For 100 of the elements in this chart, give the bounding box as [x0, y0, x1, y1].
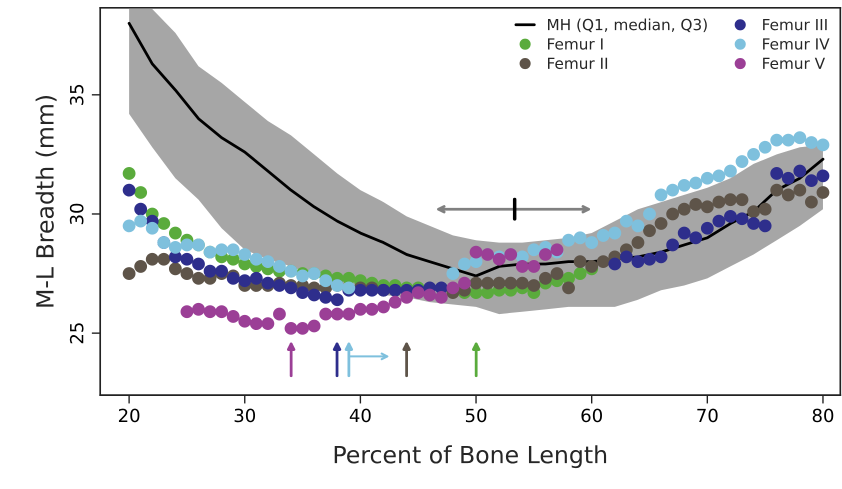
- point: [226, 272, 240, 285]
- point: [146, 222, 159, 235]
- point: [747, 217, 760, 230]
- point: [608, 226, 622, 240]
- point: [736, 212, 748, 226]
- point: [308, 320, 321, 332]
- point: [689, 176, 702, 190]
- point: [204, 264, 216, 278]
- y-tick-label: 30: [70, 204, 84, 224]
- point: [330, 293, 344, 306]
- point: [678, 226, 691, 240]
- point: [470, 246, 482, 259]
- point: [620, 250, 633, 264]
- point: [562, 281, 575, 294]
- point: [423, 288, 436, 302]
- point: [215, 243, 228, 256]
- point: [204, 305, 216, 318]
- point: [816, 169, 830, 182]
- point: [330, 308, 344, 320]
- point: [377, 300, 390, 314]
- point: [712, 214, 726, 228]
- point: [654, 250, 668, 264]
- point: [770, 134, 784, 146]
- point: [342, 281, 356, 294]
- point: [782, 172, 795, 185]
- point: [168, 262, 182, 276]
- point: [122, 219, 136, 232]
- point: [168, 226, 182, 240]
- point: [296, 286, 309, 300]
- point: [261, 317, 274, 330]
- point: [215, 264, 228, 278]
- point: [319, 290, 332, 304]
- point: [782, 188, 795, 202]
- point: [632, 236, 644, 249]
- point: [805, 136, 818, 149]
- point: [238, 248, 252, 261]
- legend-label: Femur I: [548, 38, 603, 50]
- point: [273, 308, 286, 320]
- point: [134, 186, 148, 199]
- point: [700, 222, 714, 235]
- point: [596, 229, 610, 242]
- point: [250, 252, 263, 266]
- point: [284, 322, 298, 335]
- point: [504, 276, 518, 290]
- point: [238, 274, 252, 288]
- point: [747, 205, 760, 218]
- y-axis-title: M-L Breadth (mm): [36, 96, 57, 307]
- x-tick-label: 30: [234, 408, 256, 422]
- point: [689, 198, 702, 211]
- point: [157, 217, 170, 230]
- point: [643, 252, 656, 266]
- point: [366, 302, 378, 316]
- point: [273, 260, 286, 273]
- legend-label: MH (Q1, median, Q3): [548, 18, 707, 32]
- point: [758, 219, 772, 232]
- point: [527, 243, 540, 256]
- point: [261, 276, 274, 290]
- point: [736, 193, 748, 206]
- point: [284, 281, 298, 294]
- point: [446, 281, 460, 294]
- point: [758, 202, 772, 216]
- point: [434, 290, 448, 304]
- point: [492, 276, 506, 290]
- point: [700, 200, 714, 214]
- point: [700, 172, 714, 185]
- point: [215, 305, 228, 318]
- point: [805, 174, 818, 188]
- x-tick-label: 40: [350, 408, 371, 422]
- x-tick-label: 60: [581, 408, 602, 422]
- point: [747, 148, 760, 161]
- point: [585, 236, 598, 249]
- point: [666, 208, 680, 220]
- legend-label: Femur III: [763, 18, 827, 30]
- point: [273, 279, 286, 292]
- point: [180, 252, 194, 266]
- point: [308, 288, 321, 302]
- point: [793, 184, 806, 197]
- point: [678, 178, 691, 192]
- point: [712, 169, 726, 182]
- point: [689, 231, 702, 244]
- point: [250, 317, 263, 330]
- point: [527, 260, 540, 273]
- point: [632, 255, 644, 268]
- point: [122, 267, 136, 280]
- x-tick-label: 80: [812, 408, 834, 422]
- point: [620, 214, 633, 228]
- x-axis-title: Percent of Bone Length: [334, 445, 606, 468]
- legend-label: Femur IV: [763, 38, 830, 50]
- point: [250, 272, 263, 285]
- point: [192, 302, 205, 316]
- point: [816, 186, 830, 199]
- y-tick-label: 25: [70, 323, 84, 344]
- point: [446, 267, 460, 280]
- point: [654, 217, 668, 230]
- point: [654, 188, 668, 202]
- point: [539, 248, 552, 261]
- point: [366, 284, 378, 297]
- point: [458, 276, 471, 290]
- point: [192, 258, 205, 270]
- point: [238, 314, 252, 328]
